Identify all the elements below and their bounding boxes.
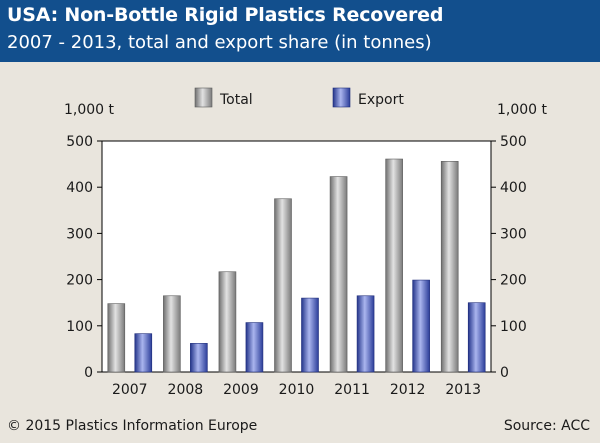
y-tick-label-right: 300 [500,226,527,242]
y-axis-label-left: 1,000 t [64,102,115,118]
y-axis-label-right: 1,000 t [497,102,548,118]
y-tick-label-left: 500 [66,134,93,150]
y-tick-label-left: 200 [66,273,93,289]
bar-total [218,271,237,373]
x-tick-label: 2009 [223,382,259,398]
bar-total [163,295,181,373]
x-tick-label: 2013 [445,382,481,398]
y-tick-label-right: 500 [500,134,527,150]
y-tick-label-right: 100 [500,319,527,335]
bar-export [412,279,430,373]
x-tick-label: 2010 [279,382,315,398]
y-tick-label-left: 100 [66,319,93,335]
source-text: Source: ACC [503,418,590,434]
y-tick-label-left: 300 [66,226,93,242]
y-tick-label-right: 400 [500,180,527,196]
bar-export [467,302,486,373]
bar-export [190,343,208,373]
legend-label-export: Export [358,92,404,108]
plot-area [101,140,492,373]
legend-label-total: Total [219,92,253,108]
bar-export [134,333,153,373]
x-tick-label: 2007 [112,382,148,398]
x-tick-label: 2011 [334,382,370,398]
y-tick-label-left: 400 [66,180,93,196]
bar-export [356,295,375,373]
x-tick-label: 2008 [168,382,204,398]
x-tick-label: 2012 [390,382,426,398]
chart-header: USA: Non-Bottle Rigid Plastics Recovered… [0,0,600,62]
legend-swatch-total [194,87,213,108]
y-tick-label-left: 0 [84,365,93,381]
bar-total [440,161,459,373]
copyright-text: © 2015 Plastics Information Europe [7,418,258,434]
legend-swatch-export [332,87,351,108]
y-tick-label-right: 0 [500,365,509,381]
bar-total [274,198,292,373]
y-tick-label-right: 200 [500,273,527,289]
bar-export [245,322,264,373]
bar-export [301,297,319,373]
bar-total [107,303,126,373]
chart-subtitle: 2007 - 2013, total and export share (in … [7,32,432,53]
bar-total [329,176,348,373]
bar-total [385,158,403,373]
chart-title: USA: Non-Bottle Rigid Plastics Recovered [7,4,444,26]
